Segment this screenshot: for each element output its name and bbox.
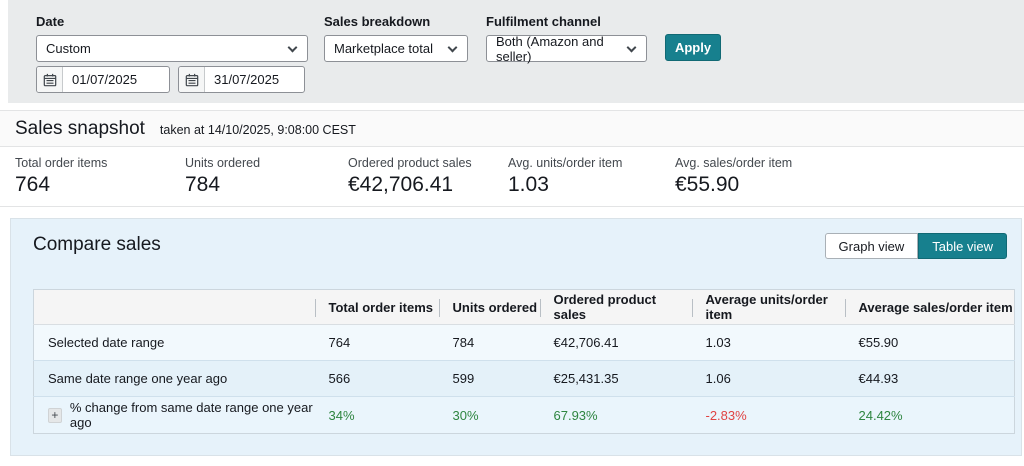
sales-breakdown-select[interactable]: Marketplace total <box>324 35 468 62</box>
sales-snapshot-header: Sales snapshot taken at 14/10/2025, 9:08… <box>0 110 1024 147</box>
cell-value: 34% <box>314 396 439 434</box>
cell-value: €44.93 <box>844 360 1015 397</box>
fulfilment-channel-value: Both (Amazon and seller) <box>496 33 604 64</box>
header-average-units-per-order-item: Average units/order item <box>691 289 845 325</box>
compare-sales-panel: Compare sales Graph view Table view Tota… <box>10 218 1022 456</box>
date-filter-label: Date <box>36 14 65 29</box>
metric-ordered-product-sales: Ordered product sales €42,706.41 <box>348 156 472 196</box>
expand-row-button[interactable]: + <box>48 407 62 423</box>
table-row-same-date-range-one-year-ago: Same date range one year ago 566 599 €25… <box>33 360 1015 397</box>
chevron-down-icon <box>287 42 298 53</box>
cell-value: 1.03 <box>691 324 845 361</box>
cell-value: 784 <box>438 324 540 361</box>
row-label: % change from same date range one year a… <box>69 400 313 430</box>
snapshot-timestamp: taken at 14/10/2025, 9:08:00 CEST <box>159 122 356 137</box>
apply-button[interactable]: Apply <box>665 34 721 61</box>
metric-units-ordered: Units ordered 784 <box>185 156 261 196</box>
row-label: Selected date range <box>48 335 165 350</box>
cell-value: 1.06 <box>691 360 845 397</box>
metric-avg-sales-per-order-item: Avg. sales/order item €55.90 <box>675 156 793 196</box>
snapshot-metrics-row: Total order items 764 Units ordered 784 … <box>0 147 1024 207</box>
metric-total-order-items: Total order items 764 <box>15 156 108 196</box>
table-view-button[interactable]: Table view <box>918 233 1007 259</box>
filter-bar: Date Custom 01/07/2025 31/07/2025 Sales … <box>8 0 1024 103</box>
cell-value: €25,431.35 <box>539 360 692 397</box>
header-units-ordered: Units ordered <box>438 289 540 325</box>
view-toggle: Graph view Table view <box>824 233 1007 259</box>
date-range-select[interactable]: Custom <box>36 35 308 62</box>
sales-snapshot-section: Sales snapshot taken at 14/10/2025, 9:08… <box>0 110 1024 207</box>
chevron-down-icon <box>626 42 637 53</box>
graph-view-button[interactable]: Graph view <box>824 233 919 259</box>
compare-sales-table: Total order items Units ordered Ordered … <box>33 289 1015 434</box>
cell-value: 566 <box>314 360 439 397</box>
calendar-icon[interactable] <box>37 67 63 92</box>
header-average-sales-per-order-item: Average sales/order item <box>844 289 1015 325</box>
cell-value: 599 <box>438 360 540 397</box>
cell-value: -2.83% <box>691 396 845 434</box>
fulfilment-channel-select[interactable]: Both (Amazon and seller) <box>486 33 647 64</box>
cell-value: 30% <box>438 396 540 434</box>
header-empty <box>33 289 315 325</box>
metric-avg-units-per-order-item: Avg. units/order item 1.03 <box>508 156 623 196</box>
chevron-down-icon <box>447 42 458 53</box>
cell-value: €42,706.41 <box>539 324 692 361</box>
end-date-value: 31/07/2025 <box>214 72 280 87</box>
cell-value: €55.90 <box>844 324 1015 361</box>
sales-breakdown-label: Sales breakdown <box>324 14 431 29</box>
end-date-input[interactable]: 31/07/2025 <box>178 66 305 93</box>
start-date-value: 01/07/2025 <box>72 72 138 87</box>
start-date-input[interactable]: 01/07/2025 <box>36 66 170 93</box>
table-header-row: Total order items Units ordered Ordered … <box>33 289 1015 325</box>
cell-value: 764 <box>314 324 439 361</box>
header-total-order-items: Total order items <box>314 289 439 325</box>
table-row-percent-change: + % change from same date range one year… <box>33 396 1015 434</box>
sales-breakdown-value: Marketplace total <box>334 41 433 56</box>
cell-value: 24.42% <box>844 396 1015 434</box>
fulfilment-channel-label: Fulfilment channel <box>486 14 601 29</box>
cell-value: 67.93% <box>539 396 692 434</box>
row-label: Same date range one year ago <box>48 371 228 386</box>
compare-sales-title: Compare sales <box>33 234 161 255</box>
calendar-icon[interactable] <box>179 67 205 92</box>
date-range-value: Custom <box>46 41 91 56</box>
sales-snapshot-title: Sales snapshot <box>15 117 145 139</box>
table-row-selected-date-range: Selected date range 764 784 €42,706.41 1… <box>33 324 1015 361</box>
header-ordered-product-sales: Ordered product sales <box>539 289 692 325</box>
